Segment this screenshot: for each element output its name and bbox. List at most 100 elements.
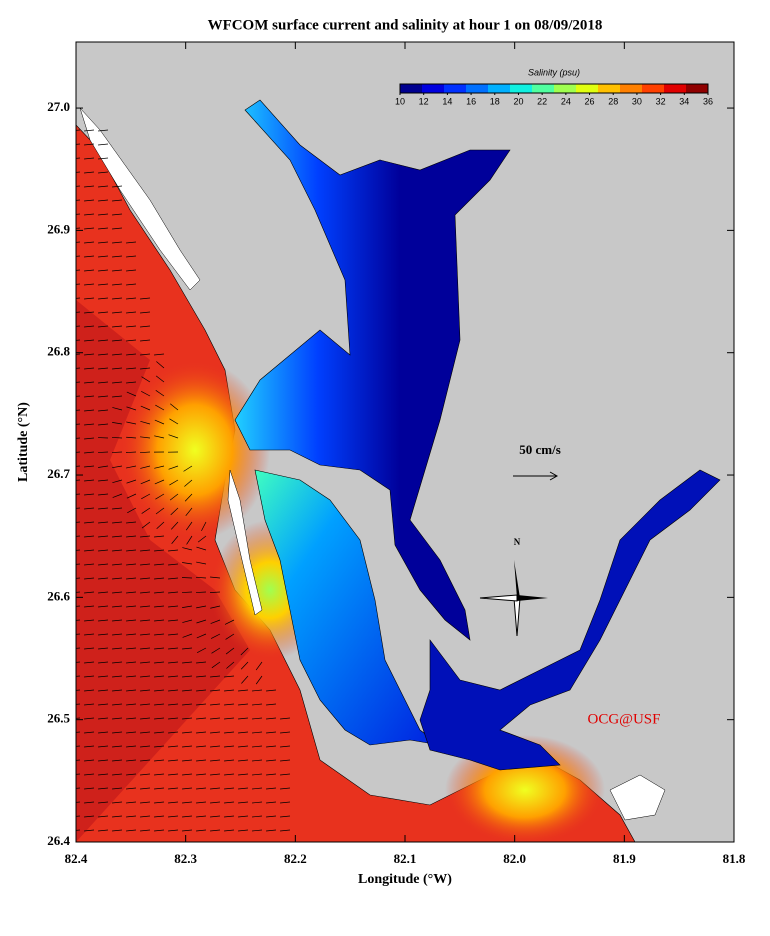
vector	[98, 549, 109, 552]
vector	[252, 787, 263, 790]
vector	[168, 633, 179, 636]
vector	[140, 647, 151, 650]
vector	[76, 745, 81, 747]
vector	[76, 563, 81, 565]
vector	[126, 787, 137, 790]
vector	[84, 773, 95, 776]
vector	[126, 619, 137, 622]
vector	[112, 325, 123, 328]
vector	[112, 661, 123, 664]
vector	[126, 535, 137, 538]
x-tick-label: 82.4	[65, 851, 88, 866]
vector	[252, 745, 263, 748]
vector	[182, 647, 193, 650]
vector	[84, 689, 95, 692]
colorbar-swatch	[554, 84, 577, 93]
colorbar-swatch	[444, 84, 467, 93]
vector	[84, 465, 95, 468]
vector	[140, 591, 151, 594]
vector	[98, 423, 109, 426]
vector	[210, 801, 221, 804]
vector	[84, 507, 95, 510]
vector	[76, 157, 81, 159]
vector	[168, 773, 179, 776]
vector	[76, 269, 81, 271]
vector	[156, 521, 165, 530]
vector	[76, 647, 81, 649]
vector	[196, 689, 207, 692]
vector	[112, 647, 123, 650]
vector	[98, 591, 109, 594]
vector	[112, 241, 123, 244]
vector	[112, 381, 123, 384]
vector	[76, 815, 81, 817]
vector	[76, 577, 81, 579]
vector	[168, 465, 179, 470]
colorbar-tick-label: 34	[679, 96, 689, 106]
x-tick-label: 82.1	[394, 851, 417, 866]
vector	[76, 213, 81, 215]
vector	[266, 787, 277, 790]
vector	[266, 745, 277, 748]
vector	[156, 361, 165, 369]
vector	[266, 815, 277, 818]
y-tick-label: 26.4	[47, 833, 70, 848]
vector	[266, 759, 277, 762]
vector	[112, 353, 123, 356]
x-tick-label: 82.0	[503, 851, 526, 866]
vector	[84, 647, 95, 650]
colorbar-tick-label: 32	[656, 96, 666, 106]
vector	[98, 745, 109, 748]
vector	[280, 731, 291, 734]
vector	[98, 829, 109, 832]
vector	[141, 376, 151, 383]
vector	[76, 591, 81, 593]
vector	[182, 815, 193, 818]
vector	[126, 675, 137, 678]
current-vectors	[76, 129, 291, 832]
vector	[140, 367, 151, 370]
vector	[224, 815, 235, 818]
vector	[84, 577, 95, 580]
vector	[154, 563, 165, 566]
y-tick-label: 26.6	[47, 588, 70, 603]
vector	[154, 577, 165, 580]
vector	[84, 255, 95, 258]
vector	[154, 773, 165, 776]
vector	[154, 535, 165, 538]
vector	[280, 829, 291, 832]
vector	[210, 689, 221, 692]
vector	[112, 731, 123, 734]
vector	[76, 451, 81, 453]
vector	[76, 437, 81, 439]
vector	[185, 521, 193, 531]
vector	[182, 717, 193, 720]
colorbar-tick-label: 20	[513, 96, 523, 106]
x-tick-label: 82.2	[284, 851, 307, 866]
vector	[98, 507, 109, 510]
vector	[241, 675, 249, 684]
vector	[140, 773, 151, 776]
vector	[98, 227, 109, 230]
vector	[182, 562, 193, 565]
vector	[98, 465, 109, 468]
vector	[112, 521, 123, 524]
vector	[126, 661, 137, 664]
vector	[196, 633, 207, 639]
vector	[112, 633, 123, 636]
vector	[154, 731, 165, 734]
vector	[182, 773, 193, 776]
vector	[168, 549, 179, 552]
vector	[84, 605, 95, 608]
vector	[76, 339, 81, 341]
vector	[98, 157, 109, 160]
compass-needle	[514, 560, 520, 598]
vector	[112, 703, 123, 706]
vector	[98, 325, 109, 328]
vector	[168, 815, 179, 818]
vector	[140, 436, 151, 439]
vector	[98, 255, 109, 258]
vector	[76, 381, 81, 383]
vector	[154, 591, 165, 594]
vector	[112, 185, 123, 188]
